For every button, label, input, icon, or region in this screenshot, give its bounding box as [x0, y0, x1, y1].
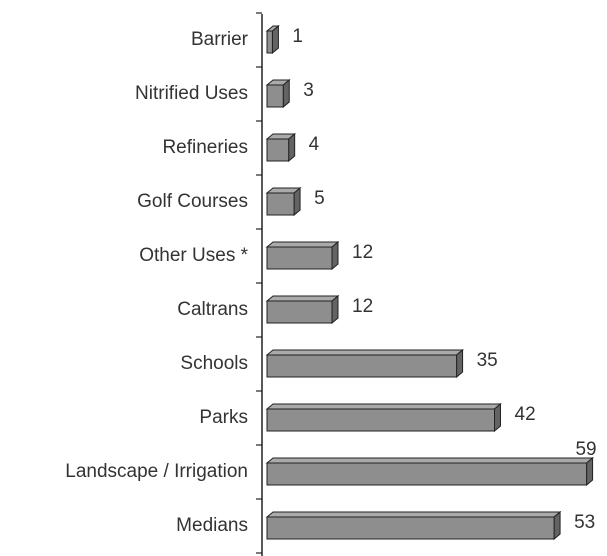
bar-top	[265, 457, 594, 464]
bar-front	[266, 84, 284, 108]
value-label: 35	[477, 350, 498, 371]
y-tick-label: Barrier	[191, 29, 249, 50]
value-label: 53	[574, 512, 595, 533]
bar-side	[271, 24, 279, 55]
bar-front	[266, 354, 458, 378]
bar	[265, 132, 297, 163]
bar-front	[266, 138, 290, 162]
bar-top	[265, 349, 464, 356]
value-label: 12	[352, 242, 373, 263]
bar-front	[266, 516, 555, 540]
y-tick-label: Parks	[199, 407, 248, 428]
value-label: 59	[575, 439, 596, 460]
value-label: 5	[314, 188, 325, 209]
bar-top	[265, 403, 502, 410]
bar-side	[456, 348, 464, 379]
bar	[265, 294, 340, 325]
bar-side	[331, 294, 339, 325]
bar-front	[266, 246, 333, 270]
bar-front	[266, 462, 588, 486]
bar-side	[288, 132, 296, 163]
y-tick-label: Other Uses *	[139, 245, 248, 266]
bar	[265, 510, 562, 541]
bar-top	[265, 511, 562, 518]
value-label: 12	[352, 296, 373, 317]
bar-side	[331, 240, 339, 271]
bar-side	[293, 186, 301, 217]
bar-front	[266, 300, 333, 324]
bar	[265, 456, 594, 487]
bar-side	[494, 402, 501, 433]
y-tick-label: Landscape / Irrigation	[65, 461, 248, 482]
y-tick-label: Nitrified Uses	[135, 83, 248, 104]
bar-front	[266, 30, 273, 54]
value-label: 3	[303, 80, 314, 101]
y-tick-label: Schools	[180, 353, 248, 374]
y-tick-label: Caltrans	[177, 299, 248, 320]
bar	[265, 24, 280, 55]
bar-top	[265, 295, 340, 302]
value-label: 42	[515, 404, 536, 425]
bar	[265, 78, 291, 109]
value-label: 4	[309, 134, 320, 155]
bar-side	[586, 456, 594, 487]
y-tick-label: Refineries	[162, 137, 248, 158]
bar	[265, 348, 464, 379]
bar-side	[553, 510, 561, 541]
y-tick-label: Golf Courses	[137, 191, 248, 212]
value-label: 1	[292, 26, 303, 47]
bar	[265, 240, 340, 271]
bar-top	[265, 241, 340, 248]
bar-front	[266, 192, 295, 216]
y-tick-label: Medians	[176, 515, 248, 536]
bar	[265, 186, 302, 217]
bar	[265, 402, 502, 433]
bar-side	[282, 78, 290, 109]
bar-front	[266, 408, 495, 432]
